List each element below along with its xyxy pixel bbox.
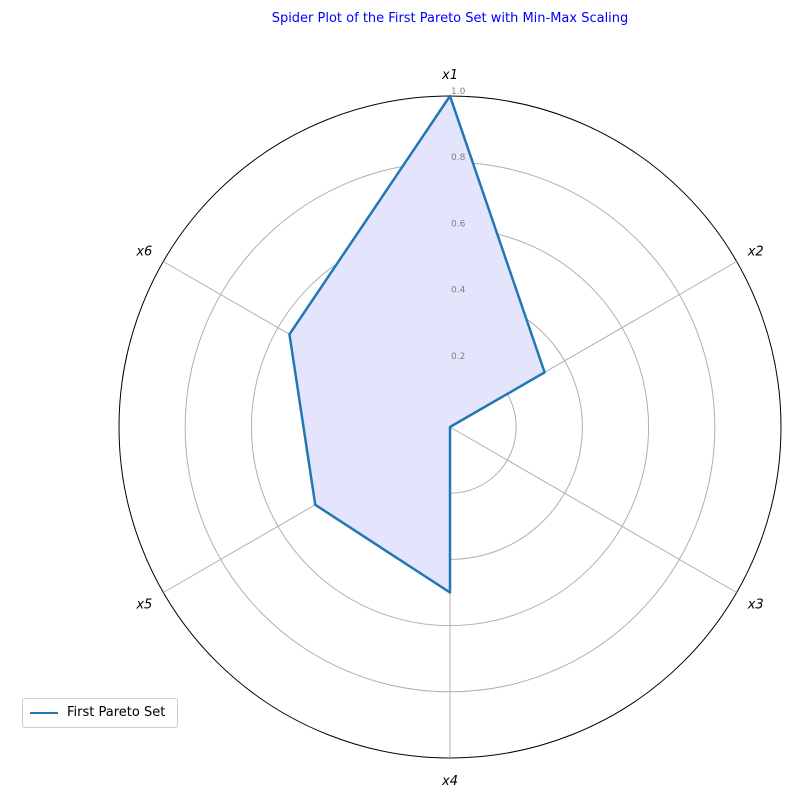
data-point xyxy=(288,333,290,335)
data-point xyxy=(314,504,316,506)
legend: First Pareto Set xyxy=(22,698,178,728)
series-fill xyxy=(289,96,545,593)
grid-spoke xyxy=(449,426,737,593)
axis-label-x4: x4 xyxy=(441,774,458,789)
data-point xyxy=(449,592,451,593)
radial-tick-label: 0.4 xyxy=(451,286,466,296)
legend-label: First Pareto Set xyxy=(67,705,166,720)
axis-label-x1: x1 xyxy=(441,68,458,83)
data-point xyxy=(544,371,546,373)
radial-tick-label: 1.0 xyxy=(451,87,466,97)
radial-tick-label: 0.2 xyxy=(451,352,465,362)
radar-series xyxy=(288,94,546,594)
axis-label-x3: x3 xyxy=(747,598,764,613)
axis-label-x6: x6 xyxy=(135,245,152,260)
data-point xyxy=(449,426,451,428)
legend-line-swatch xyxy=(30,712,58,714)
axis-label-x2: x2 xyxy=(747,245,764,260)
axis-label-x5: x5 xyxy=(135,598,152,613)
data-point xyxy=(449,95,451,97)
radar-labels: 0.2 0.4 0.6 0.8 1.0 x1 x2 x3 x4 x5 x6 xyxy=(135,68,763,789)
radial-tick-label: 0.6 xyxy=(451,219,466,229)
chart-title: Spider Plot of the First Pareto Set with… xyxy=(272,11,629,26)
radial-tick-label: 0.8 xyxy=(451,153,466,163)
